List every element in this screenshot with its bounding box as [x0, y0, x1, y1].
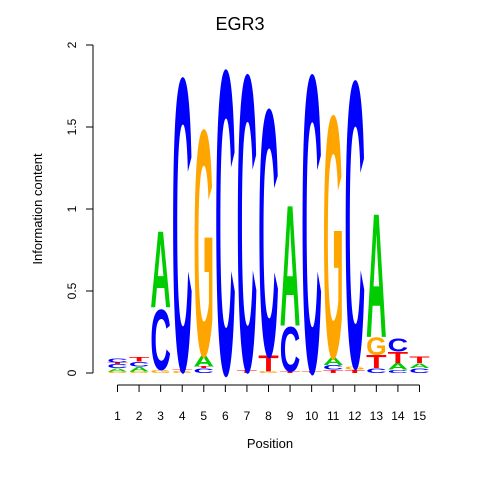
- logo-letter-t: T: [388, 349, 408, 367]
- y-tick-label: 0: [65, 369, 79, 376]
- logo-letter-c: C: [301, 0, 322, 462]
- x-tick-label: 4: [179, 409, 186, 423]
- logo-letter-a: A: [129, 365, 150, 373]
- x-tick-label: 6: [222, 409, 229, 423]
- logo-letter-g: G: [366, 334, 386, 361]
- x-tick-label: 8: [265, 409, 272, 423]
- logo-letter-a: A: [280, 171, 300, 364]
- y-tick-label: 0.5: [65, 282, 79, 299]
- logo-letter-g: G: [107, 371, 127, 374]
- logo-letter-a: A: [388, 362, 409, 372]
- x-tick-label: 3: [157, 409, 164, 423]
- logo-letter-c: C: [215, 0, 236, 466]
- y-tick-label: 1.5: [65, 118, 79, 135]
- y-tick-label: 2: [65, 41, 79, 48]
- logo-letter-t: T: [323, 369, 344, 374]
- logo-letter-c: C: [172, 0, 193, 459]
- y-axis-label: Information content: [30, 153, 45, 265]
- x-axis: 1 2 3 4 5 6 7 8 9 10 11 12 13 14 15: [114, 384, 427, 423]
- logo-letter-g: G: [129, 371, 149, 374]
- x-tick-label: 10: [305, 409, 319, 423]
- x-tick-label: 11: [327, 409, 340, 423]
- x-tick-label: 2: [136, 409, 143, 423]
- logo-letter-t: T: [409, 355, 429, 365]
- logo-letter-c: C: [280, 315, 301, 386]
- logo-letter-t: T: [258, 352, 279, 377]
- logo-letter-c: C: [323, 364, 344, 372]
- logo-letter-g: G: [258, 371, 278, 374]
- logo-letter-t: T: [129, 356, 150, 364]
- x-tick-label: 1: [114, 409, 121, 423]
- logo-letter-c: C: [129, 360, 150, 368]
- logo-letter-a: A: [107, 368, 128, 373]
- x-axis-label: Position: [247, 436, 293, 451]
- logo-letter-a: A: [366, 176, 386, 374]
- logo-letter-g: G: [194, 62, 214, 424]
- logo-letter-a: A: [150, 209, 171, 331]
- x-tick-label: 5: [200, 409, 207, 423]
- y-tick-label: 1: [65, 205, 79, 212]
- x-tick-label: 13: [370, 409, 384, 423]
- logo-letter-t: T: [237, 369, 258, 374]
- logo-letter-c: C: [107, 357, 128, 363]
- logo-letter-c: C: [345, 0, 366, 454]
- logo-letter-c: C: [194, 367, 215, 375]
- chart-title: EGR3: [215, 14, 264, 34]
- x-tick-label: 12: [348, 409, 362, 423]
- x-tick-label: 15: [413, 409, 427, 423]
- logo-letter-t: T: [345, 369, 366, 374]
- logo-letter-a: A: [323, 354, 344, 367]
- x-tick-label: 7: [244, 409, 251, 423]
- logo-letter-c: C: [409, 367, 430, 375]
- logo-letter-t: T: [194, 366, 215, 369]
- logo-letter-t: T: [107, 362, 128, 365]
- logo-letter-c: C: [388, 336, 409, 357]
- logo-letter-g: G: [172, 371, 192, 374]
- logo-letter-c: C: [366, 367, 387, 375]
- logo-letter-t: T: [301, 371, 322, 374]
- y-axis: 0 0.5 1 1.5 2: [65, 41, 94, 376]
- logo-letter-c: C: [107, 363, 128, 369]
- logo-letter-c: C: [150, 292, 170, 389]
- logo-letter-a: A: [194, 352, 215, 370]
- logo-letter-t: T: [280, 371, 301, 374]
- logo-letter-g: G: [150, 369, 170, 374]
- logo-letter-c: C: [237, 0, 257, 460]
- logo-letter-t: T: [366, 352, 387, 372]
- logo-letter-c: C: [258, 36, 278, 431]
- logo-letter-g: G: [345, 366, 365, 371]
- logo-letter-g: G: [323, 45, 343, 431]
- x-tick-label: 9: [287, 409, 294, 423]
- logo-letter-c: C: [388, 369, 409, 374]
- logo-letter-a: A: [409, 362, 430, 370]
- logo-letter-t: T: [172, 369, 193, 372]
- x-tick-label: 14: [391, 409, 405, 423]
